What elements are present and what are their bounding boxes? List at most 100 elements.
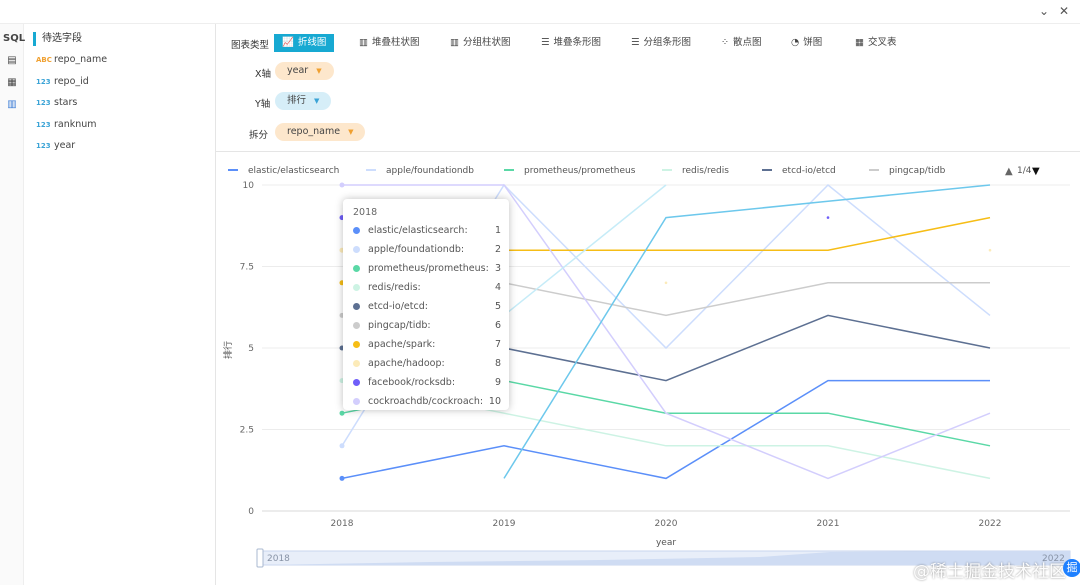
tooltip-series-value: 2 [494, 244, 501, 255]
tooltip-series-name: etcd-io/etcd: [368, 301, 428, 312]
crosstab-icon: ▦ [855, 37, 864, 48]
legend-page-indicator: 1/4 [1017, 166, 1032, 176]
report-icon[interactable]: ▤ [7, 55, 17, 66]
tooltip-series-name: prometheus/prometheus: [368, 263, 489, 274]
chart-config-panel: 图表类型 📈 折线图 ▥ 堆叠柱状图 ▥ 分组柱状图 ☰ 堆叠条形图 ☰ 分组条形图 ⁘ 散… [216, 24, 1080, 152]
tooltip-series-value: 5 [494, 301, 501, 312]
window-titlebar: ⌄ ✕ [0, 0, 1080, 24]
chart-type-label-text: 散点图 [732, 37, 762, 48]
chart-type-scatter[interactable]: ⁘ 散点图 [713, 34, 769, 52]
y-axis-label: Y轴 [255, 99, 271, 110]
x-axis-field-pill[interactable]: year ▼ [275, 62, 334, 80]
chart-type-label-text: 饼图 [803, 37, 823, 48]
tooltip-row: elastic/elasticsearch: 1 [353, 223, 501, 239]
chart-type-label-text: 堆叠条形图 [553, 37, 602, 48]
tooltip-row: etcd-io/etcd: 5 [353, 299, 501, 315]
x-tick-label: 2019 [493, 519, 516, 529]
series-dot-icon [353, 303, 360, 310]
tooltip-series-name: apache/spark: [368, 339, 436, 350]
chart-type-grouped-column[interactable]: ▥ 分组柱状图 [442, 34, 519, 52]
series-dot-icon [353, 360, 360, 367]
field-type-badge: 123 [36, 99, 51, 107]
watermark-text: @稀土掘金技术社区 [913, 562, 1066, 582]
collapse-icon[interactable]: ⌄ [1038, 4, 1050, 18]
table-icon[interactable]: ▦ [7, 77, 17, 88]
tooltip-series-value: 1 [494, 225, 501, 236]
close-icon[interactable]: ✕ [1058, 4, 1070, 18]
stacked-column-icon: ▥ [359, 37, 368, 48]
chart-type-grouped-bar[interactable]: ☰ 分组条形图 [623, 34, 699, 52]
tooltip-series-value: 8 [494, 358, 501, 369]
split-field-value: repo_name [287, 126, 341, 137]
chart-type-stacked-column[interactable]: ▥ 堆叠柱状图 [351, 34, 428, 52]
x-axis-field-value: year [287, 65, 309, 76]
chart-icon[interactable]: ▥ [7, 99, 17, 110]
tooltip-series-name: redis/redis: [368, 282, 421, 293]
tooltip-row: redis/redis: 4 [353, 280, 501, 296]
caret-down-icon: ▼ [316, 67, 322, 75]
series-dot-icon [353, 227, 360, 234]
tooltip-row: apache/hadoop: 8 [353, 356, 501, 372]
chart-type-stacked-bar[interactable]: ☰ 堆叠条形图 [533, 34, 609, 52]
left-icon-bar: SQL ▤ ▦ ▥ [0, 24, 26, 585]
chart-type-crosstab[interactable]: ▦ 交叉表 [847, 34, 905, 52]
tooltip-title: 2018 [353, 207, 378, 218]
x-tick-label: 2022 [979, 519, 1002, 529]
data-point [339, 443, 345, 449]
chart-type-pie[interactable]: ◔ 饼图 [783, 34, 830, 52]
tooltip-series-value: 7 [494, 339, 501, 350]
series-dot-icon [353, 341, 360, 348]
caret-down-icon: ▼ [314, 97, 320, 105]
y-axis-field-pill[interactable]: 排行 ▼ [275, 92, 332, 110]
sql-icon[interactable]: SQL [3, 33, 26, 44]
x-tick-label: 2020 [655, 519, 678, 529]
tooltip-series-name: cockroachdb/cockroach: [368, 396, 484, 407]
line-chart-icon: 📈 [282, 37, 294, 48]
field-item-repo-name[interactable]: ABC repo_name [36, 52, 107, 68]
field-item-repo-id[interactable]: 123 repo_id [36, 74, 89, 90]
chart-type-line[interactable]: 📈 折线图 [274, 34, 335, 52]
field-type-badge: 123 [36, 121, 51, 129]
chart-type-label: 图表类型 [231, 40, 270, 51]
y-axis-title: 排行 [222, 341, 234, 359]
tooltip-series-name: pingcap/tidb: [368, 320, 431, 331]
split-field-pill[interactable]: repo_name ▼ [275, 123, 366, 141]
field-name: repo_name [54, 54, 108, 65]
y-tick-label: 7.5 [240, 263, 254, 273]
tooltip-series-name: facebook/rocksdb: [368, 377, 456, 388]
field-name: year [54, 140, 76, 151]
y-tick-label: 10 [243, 181, 255, 191]
legend-item: redis/redis [682, 166, 729, 176]
tooltip-series-name: apache/hadoop: [368, 358, 445, 369]
field-item-year[interactable]: 123 year [36, 138, 75, 154]
series-line [503, 184, 991, 479]
series-line [503, 184, 667, 316]
tooltip-row: cockroachdb/cockroach: 10 [353, 394, 501, 410]
pie-icon: ◔ [791, 37, 800, 48]
chart-type-label-text: 分组条形图 [643, 37, 692, 48]
caret-down-icon: ▼ [348, 128, 354, 136]
tooltip-series-name: elastic/elasticsearch: [368, 225, 468, 236]
tooltip-series-value: 4 [494, 282, 501, 293]
x-tick-label: 2021 [817, 519, 840, 529]
y-tick-label: 2.5 [240, 426, 254, 436]
juejin-logo: 掘 [1063, 559, 1080, 577]
field-item-stars[interactable]: 123 stars [36, 95, 77, 111]
legend-item: etcd-io/etcd [782, 166, 836, 176]
data-point [339, 410, 345, 416]
field-type-badge: ABC [36, 56, 52, 64]
tooltip-row: apache/spark: 7 [353, 337, 501, 353]
tooltip-row: pingcap/tidb: 6 [353, 318, 501, 334]
field-panel-title: 待选字段 [33, 32, 82, 46]
stacked-bar-icon: ☰ [541, 37, 550, 48]
x-axis-title: year [656, 538, 676, 548]
tooltip-series-value: 9 [494, 377, 501, 388]
y-tick-label: 0 [248, 507, 254, 517]
tooltip-row: apple/foundationdb: 2 [353, 242, 501, 258]
legend-prev-icon: ▲ [1005, 166, 1013, 177]
y-tick-label: 5 [248, 344, 254, 354]
chart-type-label-text: 折线图 [297, 37, 327, 48]
field-type-badge: 123 [36, 142, 51, 150]
chart-type-label-text: 交叉表 [867, 37, 897, 48]
field-item-ranknum[interactable]: 123 ranknum [36, 117, 97, 133]
